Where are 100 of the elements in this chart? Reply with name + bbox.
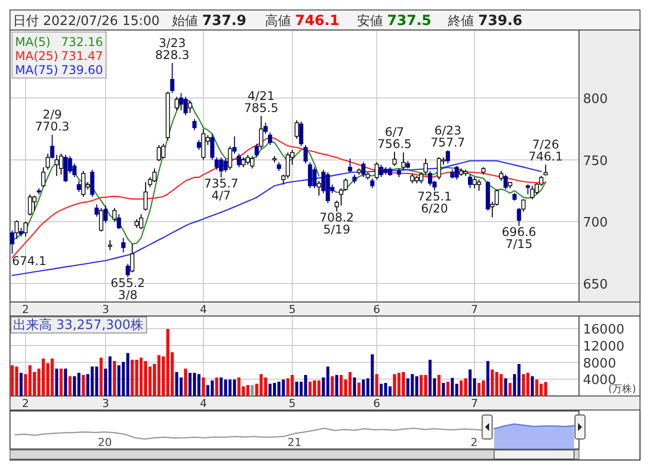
x-tick-label: 3	[102, 397, 110, 410]
bar	[317, 380, 320, 396]
candlestick	[121, 237, 126, 254]
candlestick	[299, 120, 304, 147]
x-tick-label: 4	[200, 303, 207, 316]
bar	[508, 382, 512, 396]
candlestick	[544, 164, 548, 176]
candlestick	[361, 162, 366, 178]
bar	[215, 377, 218, 396]
x-tick-label: 3	[102, 303, 110, 316]
bar	[420, 374, 423, 396]
bar	[326, 366, 330, 396]
bar	[370, 354, 374, 396]
bar	[112, 361, 116, 396]
candlestick	[468, 174, 472, 189]
bar	[130, 360, 134, 396]
candlestick	[254, 143, 259, 158]
bar	[126, 353, 130, 396]
bar	[402, 372, 405, 396]
candlestick	[99, 208, 104, 232]
x-tick-label: 4	[200, 397, 207, 410]
x-tick-label: 2	[22, 397, 30, 410]
bar	[530, 376, 534, 396]
bar	[20, 372, 23, 396]
candlestick	[236, 153, 242, 168]
bar	[90, 366, 94, 396]
candlestick	[526, 184, 530, 195]
annotation: 696.6 7/15	[502, 224, 536, 251]
annotation: 725.1 6/20	[417, 190, 452, 216]
candlestick	[152, 168, 157, 183]
y-tick-label: 700	[583, 216, 608, 231]
bar	[220, 377, 223, 396]
annotation: 6/7 756.5	[377, 124, 412, 151]
bar	[100, 358, 103, 396]
candlestick	[348, 158, 352, 173]
x-tick-label: 5	[288, 303, 296, 316]
x-tick-label: 2	[22, 303, 30, 316]
bar	[486, 361, 490, 396]
bar	[353, 377, 356, 396]
chart-title: 出来高 33,257,300株	[13, 317, 144, 333]
candlestick	[370, 178, 374, 189]
bar	[535, 380, 538, 396]
candlestick	[192, 118, 197, 131]
y-axis-title: (万株)	[608, 383, 636, 395]
candlestick	[499, 170, 504, 182]
candlestick	[63, 154, 68, 183]
annotation: 735.7 4/7	[204, 176, 238, 202]
candlestick	[504, 174, 508, 190]
candlestick	[308, 162, 312, 189]
candlestick	[476, 179, 482, 192]
bar	[460, 380, 463, 396]
bar	[380, 384, 383, 396]
bar	[468, 369, 472, 396]
candlestick	[32, 195, 37, 212]
candlestick	[112, 208, 117, 222]
candlestick	[521, 198, 526, 212]
bar	[393, 374, 396, 396]
bar	[446, 382, 450, 396]
annotation: 655.2 3/8	[110, 276, 145, 302]
candlestick	[10, 230, 14, 254]
candlestick	[446, 150, 450, 164]
candlestick	[28, 194, 32, 216]
candlestick	[103, 205, 108, 224]
text: 安値 737.5	[357, 13, 432, 29]
bar	[77, 372, 80, 396]
candlestick	[264, 122, 268, 134]
candlestick	[14, 220, 19, 240]
bar	[55, 368, 58, 396]
candlestick	[304, 144, 308, 164]
bar	[64, 368, 68, 396]
candlestick	[232, 136, 237, 154]
text: MA(5) 732.16	[15, 35, 103, 49]
bar	[184, 368, 188, 396]
bar	[482, 380, 485, 396]
candlestick	[161, 143, 166, 160]
bar	[415, 376, 418, 396]
candlestick	[183, 96, 188, 116]
bar	[335, 374, 338, 396]
annotation: 4/21 785.5	[244, 88, 278, 115]
bar	[500, 374, 503, 396]
bar	[517, 364, 520, 396]
bar	[495, 372, 498, 396]
candlestick	[170, 62, 174, 94]
candlestick	[126, 263, 130, 278]
text: 高値 746.1	[265, 13, 340, 29]
bar	[68, 376, 72, 396]
bar	[295, 382, 298, 396]
candlestick	[174, 96, 179, 111]
y-tick-label: 8000	[583, 356, 616, 372]
candlestick	[379, 164, 384, 178]
y-tick-label: 12000	[583, 339, 624, 354]
bar	[250, 385, 254, 396]
candlestick	[294, 120, 299, 140]
bar	[60, 368, 63, 396]
candlestick	[472, 176, 477, 189]
candlestick	[143, 182, 148, 212]
bar	[175, 372, 178, 396]
candlestick	[374, 162, 379, 180]
candlestick	[179, 92, 184, 111]
x-tick-label: 6	[373, 303, 380, 316]
